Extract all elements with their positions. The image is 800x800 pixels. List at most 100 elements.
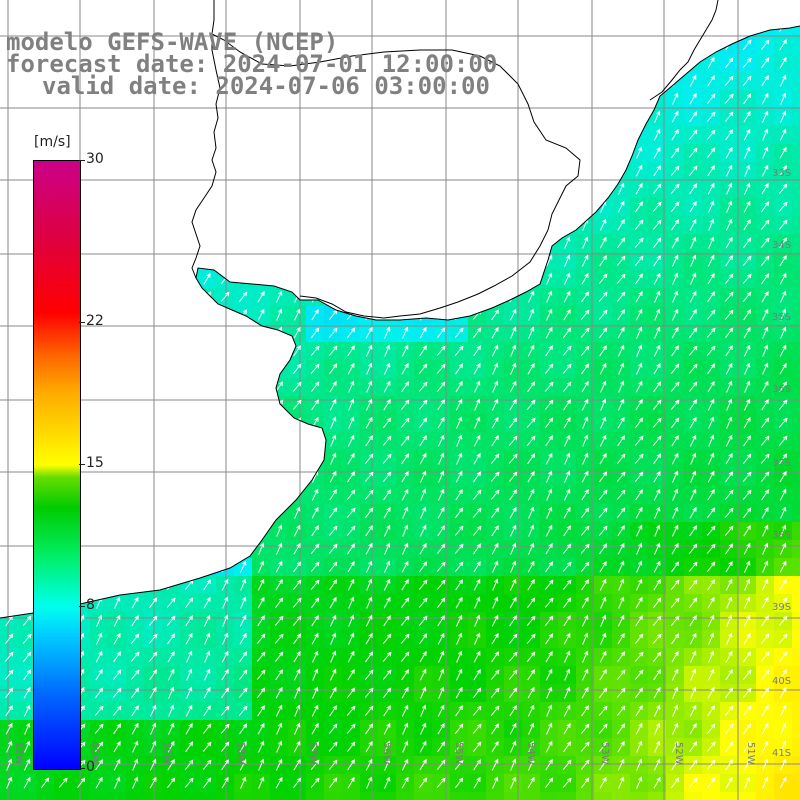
wind-arrow (220, 291, 230, 302)
wind-speed-cell (558, 126, 577, 145)
wind-speed-cell (792, 36, 800, 55)
wind-arrow (418, 597, 428, 608)
wind-speed-cell (324, 126, 343, 145)
wind-arrow (761, 273, 770, 285)
wind-speed-cell (126, 558, 145, 577)
wind-arrow (239, 200, 247, 213)
wind-speed-cell (216, 126, 235, 145)
wind-arrow (347, 129, 355, 141)
wind-arrow (132, 740, 139, 753)
wind-arrow (473, 26, 481, 33)
wind-arrow (743, 651, 752, 663)
wind-speed-cell (180, 306, 199, 325)
wind-arrow (527, 39, 535, 51)
wind-arrow (598, 309, 608, 320)
wind-arrow (636, 776, 643, 789)
wind-speed-cell (522, 180, 541, 199)
wind-arrow (150, 326, 157, 339)
wind-arrow (600, 380, 607, 393)
wind-speed-cell (72, 792, 91, 800)
wind-speed-cell (432, 270, 451, 289)
wind-arrow (528, 506, 535, 519)
wind-arrow (528, 92, 535, 105)
wind-arrow (635, 57, 644, 69)
wind-speed-cell (486, 180, 505, 199)
wind-arrow (490, 291, 500, 303)
wind-arrow (310, 561, 320, 572)
wind-arrow (292, 597, 302, 608)
wind-arrow (689, 327, 698, 339)
wind-arrow (689, 615, 697, 627)
wind-arrow (582, 236, 589, 249)
wind-arrow (239, 218, 247, 231)
wind-speed-cell (270, 234, 289, 253)
wind-arrow (95, 362, 103, 375)
wind-arrow (150, 740, 157, 753)
longitude-label: 62W (13, 742, 24, 765)
wind-arrow (708, 200, 715, 213)
wind-speed-cell (126, 540, 145, 559)
wind-arrow (437, 290, 445, 303)
wind-speed-cell (738, 792, 757, 800)
wind-speed-cell (792, 774, 800, 793)
wind-speed-cell (612, 108, 631, 127)
wind-speed-cell (198, 108, 217, 127)
wind-arrow (149, 453, 158, 465)
wind-speed-cell (252, 378, 271, 397)
wind-arrow (202, 741, 212, 752)
wind-arrow (328, 111, 338, 122)
wind-speed-cell (252, 198, 271, 217)
wind-arrow (688, 345, 698, 356)
wind-speed-cell (342, 252, 361, 271)
wind-speed-cell (396, 198, 415, 217)
wind-arrow (562, 147, 572, 158)
wind-arrow (744, 146, 751, 159)
wind-speed-cell (360, 108, 379, 127)
wind-speed-cell (792, 612, 800, 631)
wind-arrow (365, 128, 373, 141)
wind-speed-cell (108, 378, 127, 397)
wind-arrow (311, 327, 320, 339)
wind-speed-cell (234, 252, 253, 271)
wind-arrow (634, 255, 644, 267)
wind-speed-cell (90, 558, 109, 577)
wind-arrow (436, 777, 446, 788)
wind-speed-cell (288, 216, 307, 235)
wind-arrow (292, 363, 302, 375)
wind-arrow (420, 290, 427, 303)
wind-arrow (436, 381, 446, 393)
wind-arrow (492, 380, 499, 393)
wind-speed-cell (90, 576, 109, 595)
wind-arrow (742, 255, 752, 266)
wind-arrow (779, 344, 787, 357)
wind-arrow (598, 111, 608, 123)
wind-speed-cell (540, 36, 559, 55)
wind-arrow (114, 380, 121, 393)
wind-arrow (491, 326, 499, 339)
wind-arrow (671, 668, 679, 681)
wind-arrow (166, 615, 176, 627)
wind-speed-cell (162, 234, 181, 253)
wind-arrow (454, 345, 464, 357)
wind-speed-cell (468, 252, 487, 271)
wind-arrow (580, 129, 590, 140)
wind-speed-cell (36, 0, 55, 19)
wind-speed-cell (216, 414, 235, 433)
wind-arrow (148, 615, 158, 626)
wind-arrow (510, 740, 517, 753)
wind-arrow (670, 183, 680, 194)
wind-speed-cell (324, 0, 343, 19)
wind-arrow (599, 218, 607, 231)
wind-arrow (24, 506, 31, 519)
wind-arrow (528, 740, 535, 753)
wind-speed-cell (216, 450, 235, 469)
wind-speed-cell (396, 0, 415, 19)
wind-arrow (239, 723, 248, 735)
wind-arrow (635, 201, 644, 213)
wind-speed-cell (198, 324, 217, 343)
wind-arrow (706, 93, 716, 105)
wind-arrow (671, 417, 680, 429)
wind-arrow (563, 615, 571, 627)
wind-arrow (329, 579, 337, 591)
wind-arrow (202, 111, 212, 122)
